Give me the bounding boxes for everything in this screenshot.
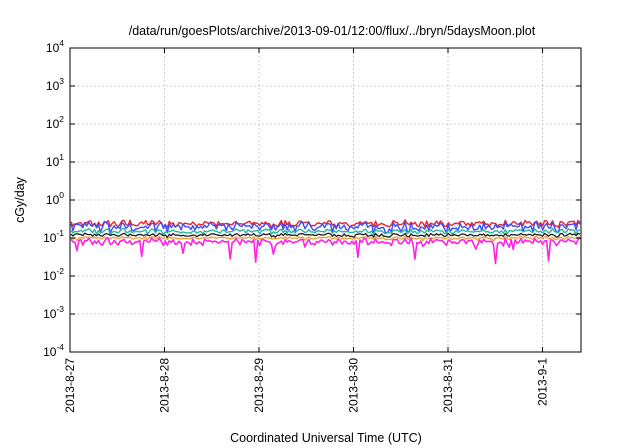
y-tick-exponent: 1 <box>59 152 64 162</box>
y-tick-label: 100 <box>46 190 64 207</box>
y-tick-label: 10-3 <box>43 304 64 321</box>
series-line <box>70 227 581 236</box>
grid <box>70 48 581 352</box>
y-tick-exponent: 4 <box>59 38 64 48</box>
x-tick-label: 2013-8-29 <box>252 358 266 413</box>
y-tick-label: 10-1 <box>43 228 64 245</box>
y-tick-exponent: 2 <box>59 114 64 124</box>
y-tick-base: 10 <box>46 193 60 207</box>
y-tick-base: 10 <box>46 117 60 131</box>
x-tick-label: 2013-8-28 <box>158 358 172 413</box>
y-axis-label: cGy/day <box>13 176 27 223</box>
series-line <box>70 235 581 242</box>
y-tick-label: 103 <box>46 76 64 93</box>
y-tick-label: 102 <box>46 114 64 131</box>
y-tick-base: 10 <box>46 41 60 55</box>
y-tick-base: 10 <box>46 155 60 169</box>
chart-title: /data/run/goesPlots/archive/2013-09-01/1… <box>129 24 536 38</box>
y-tick-base: 10 <box>43 345 57 359</box>
y-tick-base: 10 <box>43 269 57 283</box>
series-line <box>70 232 581 238</box>
y-tick-exponent: 0 <box>59 190 64 200</box>
series-line <box>70 221 581 235</box>
y-tick-label: 10-4 <box>43 342 64 359</box>
y-tick-base: 10 <box>46 79 60 93</box>
y-tick-exponent: -3 <box>56 304 64 314</box>
series-line <box>70 219 581 229</box>
plot-lines <box>70 219 581 265</box>
y-tick-label: 104 <box>46 38 64 55</box>
y-tick-exponent: -4 <box>56 342 64 352</box>
x-axis-label: Coordinated Universal Time (UTC) <box>230 431 422 445</box>
y-tick-exponent: -1 <box>56 228 64 238</box>
y-tick-exponent: -2 <box>56 266 64 276</box>
series-line <box>70 237 581 265</box>
x-tick-label: 2013-8-31 <box>441 358 455 413</box>
y-tick-exponent: 3 <box>59 76 64 86</box>
x-tick-label: 2013-8-30 <box>347 358 361 413</box>
y-tick-label: 101 <box>46 152 64 169</box>
y-tick-base: 10 <box>43 231 57 245</box>
x-axis: 2013-8-27 2013-8-28 2013-8-29 2013-8-30 2013… <box>63 48 550 413</box>
x-tick-label: 2013-8-27 <box>63 358 77 413</box>
y-tick-base: 10 <box>43 307 57 321</box>
x-tick-label: 2013-9-1 <box>536 358 550 406</box>
y-tick-label: 10-2 <box>43 266 64 283</box>
